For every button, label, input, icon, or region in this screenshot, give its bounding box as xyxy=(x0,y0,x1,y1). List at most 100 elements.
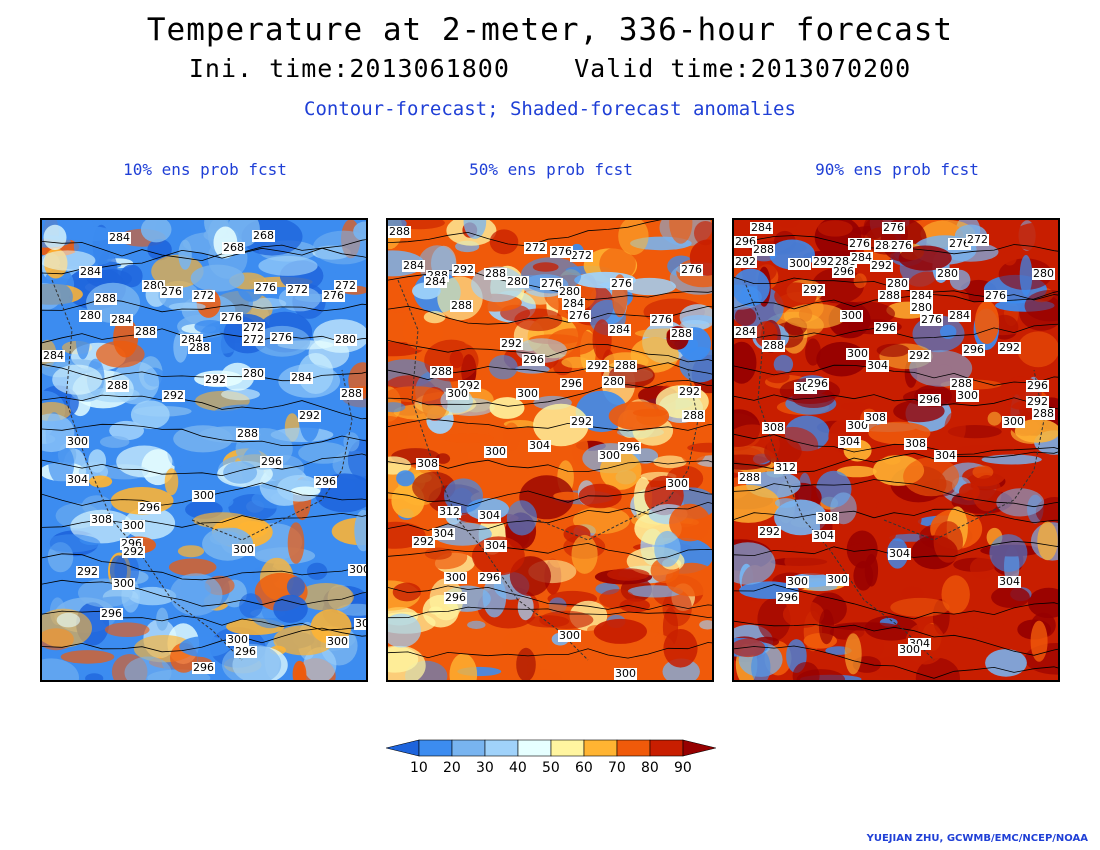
contour-label: 300 xyxy=(484,445,507,458)
contour-label: 292 xyxy=(1026,395,1049,408)
contour-label: 284 xyxy=(290,371,313,384)
time-subtitle: Ini. time:2013061800 Valid time:20130702… xyxy=(188,54,912,83)
anomaly-blob xyxy=(687,442,712,453)
isotherm-contour xyxy=(734,584,1058,620)
colorbar-segment xyxy=(682,739,716,757)
contour-label: 292 xyxy=(298,409,321,422)
contour-label: 292 xyxy=(998,341,1021,354)
colorbar-segment xyxy=(451,739,486,757)
contour-label: 300 xyxy=(598,449,621,462)
anomaly-blob xyxy=(306,562,328,580)
anomaly-blob xyxy=(653,455,687,469)
colorbar-segment xyxy=(550,739,585,757)
isotherm-contour xyxy=(42,394,366,420)
anomaly-blob xyxy=(43,224,67,250)
contour-label: 308 xyxy=(864,411,887,424)
colorbar-segment xyxy=(517,739,552,757)
isotherm-contour xyxy=(42,579,366,607)
contour-label: 292 xyxy=(500,337,523,350)
anomaly-blob xyxy=(836,465,877,478)
anomaly-blob xyxy=(56,612,81,628)
anomaly-blob xyxy=(193,512,251,529)
anomaly-blob xyxy=(526,615,570,628)
anomaly-blob xyxy=(178,239,192,270)
contour-label: 288 xyxy=(188,341,211,354)
anomaly-blob xyxy=(654,530,681,567)
contour-label: 292 xyxy=(162,389,185,402)
contour-label: 280 xyxy=(242,367,265,380)
anomaly-blob xyxy=(734,638,766,658)
anomaly-blob xyxy=(310,609,352,644)
colorbar-tick-label: 20 xyxy=(443,760,461,776)
colorbar xyxy=(386,739,716,757)
isotherm-contour xyxy=(388,501,712,531)
contour-label: 284 xyxy=(402,259,425,272)
contour-label: 296 xyxy=(874,321,897,334)
anomaly-blob xyxy=(969,557,995,579)
anomaly-blob xyxy=(60,650,115,664)
panel-title-50: 50% ens prob fcst xyxy=(469,160,633,179)
contour-label: 284 xyxy=(108,231,131,244)
contour-label: 300 xyxy=(326,635,349,648)
anomaly-blob xyxy=(940,324,957,339)
contour-label: 284 xyxy=(79,265,102,278)
contour-label: 272 xyxy=(286,283,309,296)
contour-label: 292 xyxy=(678,385,701,398)
anomaly-blob xyxy=(298,442,349,464)
contour-label: 288 xyxy=(682,409,705,422)
contour-label: 300 xyxy=(666,477,689,490)
anomaly-blob xyxy=(699,620,712,630)
contour-label: 288 xyxy=(236,427,259,440)
anomaly-blob xyxy=(297,583,354,611)
anomaly-blob xyxy=(774,498,797,508)
contour-label: 284 xyxy=(850,251,873,264)
anomaly-blob xyxy=(1011,222,1058,252)
anomaly-blob xyxy=(388,386,444,403)
anomaly-blob xyxy=(734,424,780,465)
contour-label: 268 xyxy=(252,229,275,242)
contour-label: 272 xyxy=(192,289,215,302)
contour-label: 292 xyxy=(802,283,825,296)
isotherm-contour xyxy=(388,642,712,659)
anomaly-blob xyxy=(463,220,487,239)
contour-label: 276 xyxy=(882,221,905,234)
isotherm-contour xyxy=(388,340,712,363)
contour-label: 296 xyxy=(444,591,467,604)
contour-label: 288 xyxy=(450,299,473,312)
anomaly-blob xyxy=(388,415,409,450)
contour-label: 272 xyxy=(570,249,593,262)
contour-label: 300 xyxy=(846,419,869,432)
contour-label: 296 xyxy=(1026,379,1049,392)
anomaly-blob xyxy=(734,307,757,326)
contour-label: 280 xyxy=(506,275,529,288)
contour-label: 300 xyxy=(122,519,145,532)
contour-label: 288 xyxy=(878,289,901,302)
anomaly-blob xyxy=(88,449,107,473)
contour-label: 304 xyxy=(66,473,89,486)
anomaly-blob xyxy=(970,580,986,600)
contour-label: 276 xyxy=(322,289,345,302)
isotherm-contour xyxy=(388,220,662,247)
anomaly-blob xyxy=(987,411,1002,426)
contour-label: 288 xyxy=(134,325,157,338)
contour-label: 300 xyxy=(354,618,366,630)
contour-label: 280 xyxy=(936,267,959,280)
contour-label: 276 xyxy=(848,237,871,250)
contour-label: 288 xyxy=(94,292,117,305)
contour-label: 280 xyxy=(142,279,165,292)
anomaly-blob xyxy=(502,422,521,451)
anomaly-blob xyxy=(989,534,1028,572)
anomaly-blob xyxy=(1030,620,1048,662)
anomaly-blob xyxy=(734,268,770,307)
anomaly-blob xyxy=(532,262,559,272)
contour-label: 292 xyxy=(734,255,757,268)
contour-label: 304 xyxy=(432,527,455,540)
anomaly-blob xyxy=(959,483,980,501)
anomaly-shading xyxy=(388,220,712,680)
contour-label: 296 xyxy=(776,591,799,604)
anomaly-blob xyxy=(996,488,1045,517)
anomaly-blob xyxy=(517,593,534,621)
colorbar-segment xyxy=(386,739,420,757)
isotherm-contour xyxy=(42,453,366,477)
contour-label: 296 xyxy=(192,661,215,674)
